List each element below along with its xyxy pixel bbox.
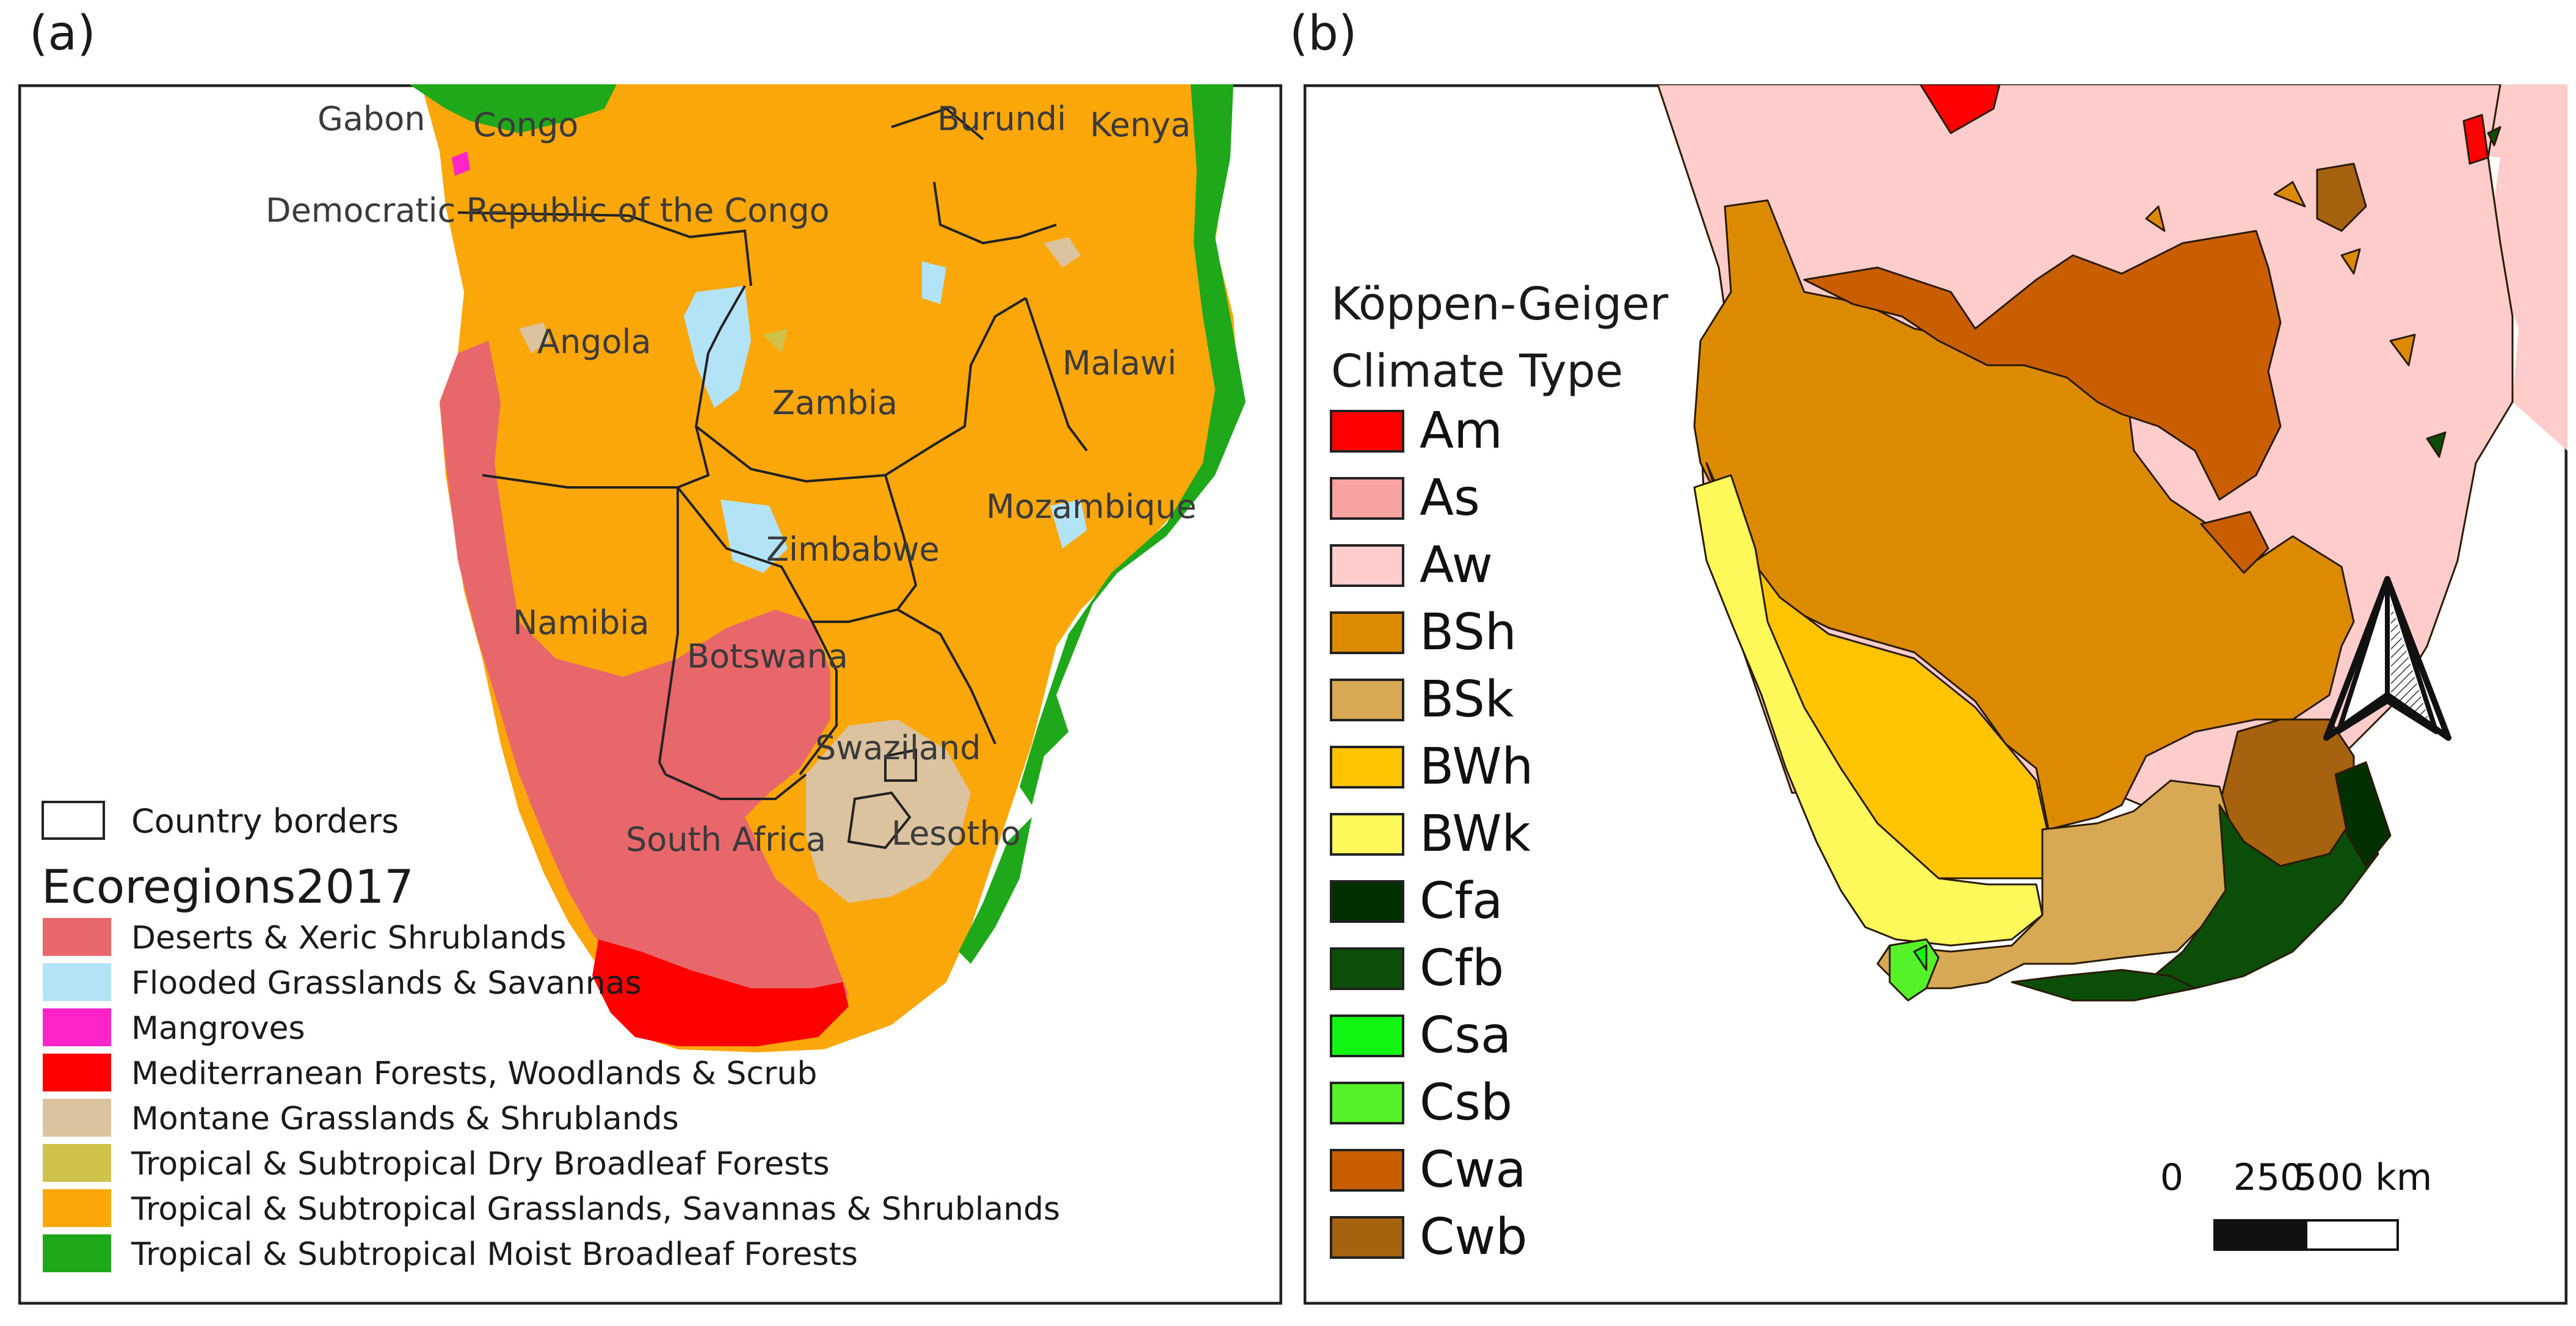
- climate-label-cwb: Cwb: [1420, 1208, 1527, 1266]
- country-label-south-africa: South Africa: [626, 820, 826, 859]
- climate-swatch-cfb: [1330, 947, 1404, 990]
- climate-swatch-bwk: [1330, 813, 1404, 856]
- climate-label-as: As: [1420, 469, 1480, 527]
- ecoregion-map: Gabon Congo Democratic Republic of the C…: [18, 84, 1282, 1305]
- legend-swatch-4: [43, 1099, 111, 1137]
- climate-label-cfb: Cfb: [1420, 939, 1504, 997]
- legend-swatch-5: [43, 1144, 111, 1182]
- climate-label-am: Am: [1420, 402, 1503, 460]
- legend-swatch-3: [43, 1054, 111, 1091]
- climate-swatch-bsk: [1330, 679, 1404, 721]
- country-label-botswana: Botswana: [687, 637, 848, 676]
- country-label-angola: Angola: [537, 322, 651, 361]
- country-label-zambia: Zambia: [772, 384, 898, 422]
- legend-label-3: Mediterranean Forests, Woodlands & Scrub: [131, 1055, 817, 1092]
- legend-label-6: Tropical & Subtropical Grasslands, Savan…: [131, 1191, 1060, 1228]
- country-label-congo: Congo: [473, 106, 578, 144]
- climate-label-csa: Csa: [1420, 1007, 1511, 1065]
- country-label-mozambique: Mozambique: [986, 487, 1197, 526]
- climate-label-cwa: Cwa: [1420, 1141, 1526, 1199]
- country-label-drc: Democratic Republic of the Congo: [266, 191, 830, 230]
- ecoregion-legend: Country borders Ecoregions2017 Deserts &…: [42, 801, 1060, 1273]
- country-label-swaziland: Swaziland: [815, 729, 981, 767]
- legend-swatch-7: [43, 1234, 111, 1272]
- scale-tick-0: 0: [2160, 1156, 2183, 1199]
- panel-a-label: (a): [29, 6, 96, 61]
- climate-label-bsk: BSk: [1420, 671, 1514, 729]
- climate-swatch-csa: [1330, 1015, 1404, 1057]
- legend-title-line1: Köppen-Geiger: [1331, 278, 1669, 330]
- country-label-malawi: Malawi: [1062, 344, 1177, 382]
- climate-swatch-cwb: [1330, 1216, 1404, 1259]
- scale-bar: 0 250 500 km: [2160, 1156, 2433, 1251]
- country-label-zimbabwe: Zimbabwe: [766, 530, 940, 569]
- legend-title: Ecoregions2017: [42, 859, 414, 914]
- climate-swatch-aw: [1330, 544, 1404, 587]
- scale-bar-white: [2305, 1219, 2399, 1251]
- legend-label-5: Tropical & Subtropical Dry Broadleaf For…: [131, 1146, 830, 1182]
- country-borders: [457, 107, 1088, 850]
- climate-label-bwh: BWh: [1420, 738, 1533, 796]
- country-labels: Gabon Congo Democratic Republic of the C…: [266, 100, 1197, 859]
- legend-swatch-2: [43, 1008, 111, 1046]
- legend-swatch-1: [43, 963, 111, 1001]
- climate-label-csb: Csb: [1420, 1074, 1512, 1132]
- climate-swatch-csb: [1330, 1082, 1404, 1124]
- scale-tick-500: 500 km: [2294, 1156, 2433, 1199]
- country-label-burundi: Burundi: [937, 100, 1066, 138]
- climate-fill: [1656, 84, 2567, 1305]
- climate-legend: Köppen-Geiger Climate Type Am As Aw BSh BSk B…: [1330, 278, 1669, 1266]
- legend-label-7: Tropical & Subtropical Moist Broadleaf F…: [131, 1236, 858, 1273]
- climate-swatch-cwa: [1330, 1149, 1404, 1192]
- country-label-gabon: Gabon: [317, 100, 425, 138]
- legend-border-label: Country borders: [131, 802, 399, 840]
- climate-swatch-as: [1330, 477, 1404, 520]
- legend-swatch-border: [42, 801, 105, 840]
- climate-swatch-bwh: [1330, 746, 1404, 789]
- scale-tick-250: 250: [2233, 1156, 2304, 1199]
- country-label-namibia: Namibia: [513, 603, 649, 642]
- scale-bar-black: [2213, 1219, 2307, 1251]
- legend-swatch-6: [43, 1189, 111, 1227]
- legend-label-2: Mangroves: [131, 1010, 305, 1047]
- climate-map: Köppen-Geiger Climate Type Am As Aw BSh BSk B…: [1304, 84, 2567, 1305]
- climate-swatch-am: [1330, 410, 1404, 453]
- climate-label-bwk: BWk: [1420, 805, 1531, 863]
- climate-label-cfa: Cfa: [1420, 872, 1503, 930]
- panel-b-label: (b): [1290, 6, 1357, 61]
- north-arrow-icon: [2323, 576, 2451, 741]
- climate-label-aw: Aw: [1420, 536, 1493, 594]
- legend-swatch-0: [43, 918, 111, 956]
- legend-label-1: Flooded Grasslands & Savannas: [131, 965, 642, 1002]
- climate-label-bsh: BSh: [1420, 603, 1517, 661]
- legend-label-0: Deserts & Xeric Shrublands: [131, 920, 567, 956]
- legend-title-line2: Climate Type: [1331, 345, 1623, 398]
- country-label-kenya: Kenya: [1090, 106, 1191, 144]
- legend-label-4: Montane Grasslands & Shrublands: [131, 1101, 679, 1137]
- country-label-lesotho: Lesotho: [891, 814, 1021, 853]
- climate-swatch-bsh: [1330, 611, 1404, 654]
- climate-swatch-cfa: [1330, 880, 1404, 923]
